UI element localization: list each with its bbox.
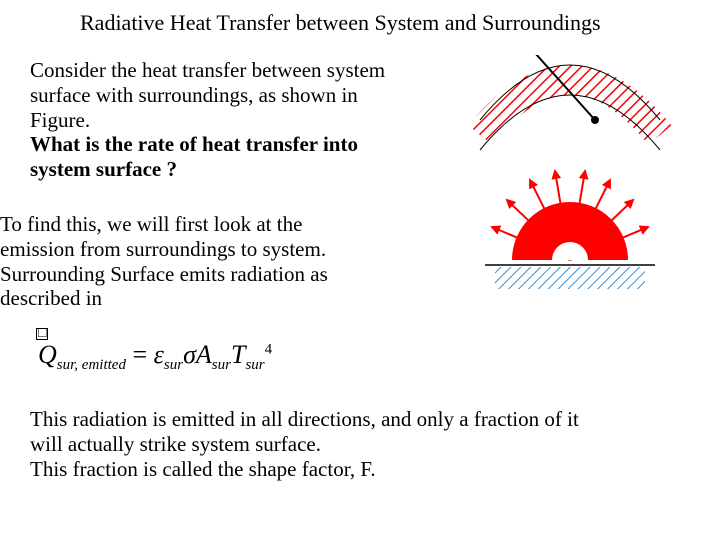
eq-Asub: sur (212, 357, 231, 373)
p2-line4: described in (0, 286, 102, 310)
eq-Tsub: sur (245, 357, 264, 373)
eq-Qsub: sur, emitted (57, 357, 126, 373)
p2-line2: emission from surroundings to system. (0, 237, 326, 261)
paragraph-3: This radiation is emitted in all directi… (30, 407, 690, 481)
eq-Tsup: 4 (265, 341, 273, 357)
equation: □ Qsur, emitted = εsurσAsurTsur4 (38, 340, 272, 374)
paragraph-2: To find this, we will first look at the … (0, 212, 400, 311)
eq-eps: ε (154, 340, 164, 369)
p1-line5: system surface ? (30, 157, 177, 181)
p2-line3: Surrounding Surface emits radiation as (0, 262, 328, 286)
p3-line1: This radiation is emitted in all directi… (30, 407, 579, 431)
eq-epssub: sur (164, 357, 183, 373)
eq-A: A (196, 340, 212, 369)
eq-sigma: σ (183, 340, 196, 369)
eq-Q: Q (38, 340, 57, 369)
p1-line2: surface with surroundings, as shown in (30, 83, 358, 107)
p1-line4: What is the rate of heat transfer into (30, 132, 358, 156)
slide-title: Radiative Heat Transfer between System a… (80, 10, 680, 36)
radiation-figure (445, 55, 695, 295)
p3-line2: will actually strike system surface. (30, 432, 321, 456)
p3-line3: This fraction is called the shape factor… (30, 457, 376, 481)
p1-line1: Consider the heat transfer between syste… (30, 58, 385, 82)
dot-overlay: □ (36, 328, 48, 340)
p2-line1: To find this, we will first look at the (0, 212, 302, 236)
p1-line3: Figure. (30, 108, 90, 132)
eq-T: T (231, 340, 245, 369)
paragraph-1: Consider the heat transfer between syste… (30, 58, 430, 182)
eq-eq: = (126, 340, 154, 369)
